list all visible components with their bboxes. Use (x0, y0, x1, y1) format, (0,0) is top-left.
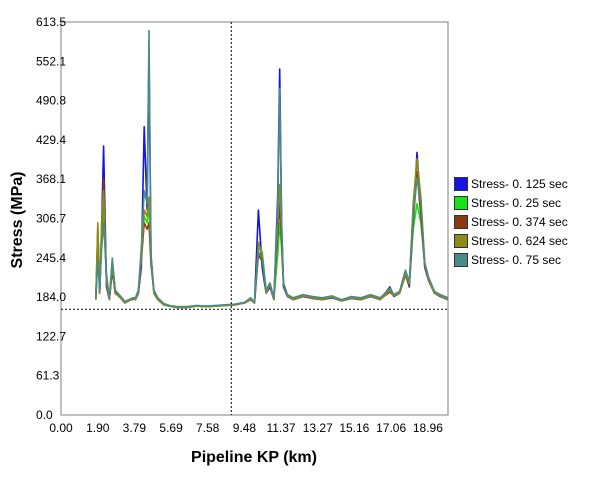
reference-lines (61, 22, 448, 415)
y-tick-label: 245.4 (36, 251, 66, 265)
legend-label: Stress- 0. 624 sec (471, 233, 568, 248)
x-tick-label: 18.96 (413, 421, 443, 435)
y-tick-label: 552.1 (36, 54, 66, 68)
y-tick-label: 0.0 (36, 408, 53, 422)
x-tick-label: 15.16 (339, 421, 369, 435)
y-tick-label: 122.7 (36, 329, 66, 343)
legend-swatch (454, 214, 468, 229)
y-tick-label: 306.7 (36, 212, 66, 226)
legend-item: Stress- 0. 25 sec (454, 193, 604, 212)
x-tick-label: 17.06 (376, 421, 406, 435)
x-tick-labels: 0.00 1.90 3.79 5.69 7.58 9.48 11.37 13.27 15.16 1… (49, 421, 443, 435)
x-tick-label: 5.69 (159, 421, 183, 435)
series-layer (95, 29, 449, 309)
x-tick-label: 7.58 (196, 421, 220, 435)
y-tick-label: 368.1 (36, 172, 66, 186)
legend-swatch (454, 252, 468, 267)
legend-swatch (454, 176, 468, 191)
x-tick-label: 9.48 (233, 421, 257, 435)
y-tick-label: 490.8 (36, 94, 66, 108)
legend-item: Stress- 0. 374 sec (454, 212, 604, 231)
legend-label: Stress- 0. 75 sec (471, 252, 562, 267)
x-tick-label: 0.00 (49, 421, 73, 435)
legend-label: Stress- 0. 125 sec (471, 176, 568, 191)
plot-area-frame (60, 21, 449, 416)
x-tick-label: 13.27 (303, 421, 333, 435)
y-axis-title: Stress (MPa) (9, 172, 26, 269)
y-tick-label: 61.3 (36, 369, 60, 383)
legend-item: Stress- 0. 624 sec (454, 231, 604, 250)
series-line-5 (95, 29, 449, 308)
legend-item: Stress- 0. 125 sec (454, 174, 604, 193)
x-axis-title: Pipeline KP (km) (191, 449, 317, 466)
legend-item: Stress- 0. 75 sec (454, 250, 604, 269)
y-tick-label: 613.5 (36, 15, 66, 29)
legend-swatch (454, 233, 468, 248)
legend: Stress- 0. 125 sec Stress- 0. 25 sec Str… (454, 174, 604, 269)
x-tick-label: 11.37 (266, 421, 295, 435)
x-tick-label: 1.90 (86, 421, 110, 435)
y-tick-label: 184.0 (36, 290, 66, 304)
y-tick-label: 429.4 (36, 133, 66, 147)
legend-label: Stress- 0. 374 sec (471, 214, 568, 229)
legend-swatch (454, 195, 468, 210)
legend-label: Stress- 0. 25 sec (471, 195, 562, 210)
x-tick-label: 3.79 (123, 421, 147, 435)
y-tick-labels: 0.0 61.3 122.7 184.0 245.4 306.7 368.1 429.4 490… (36, 15, 66, 422)
